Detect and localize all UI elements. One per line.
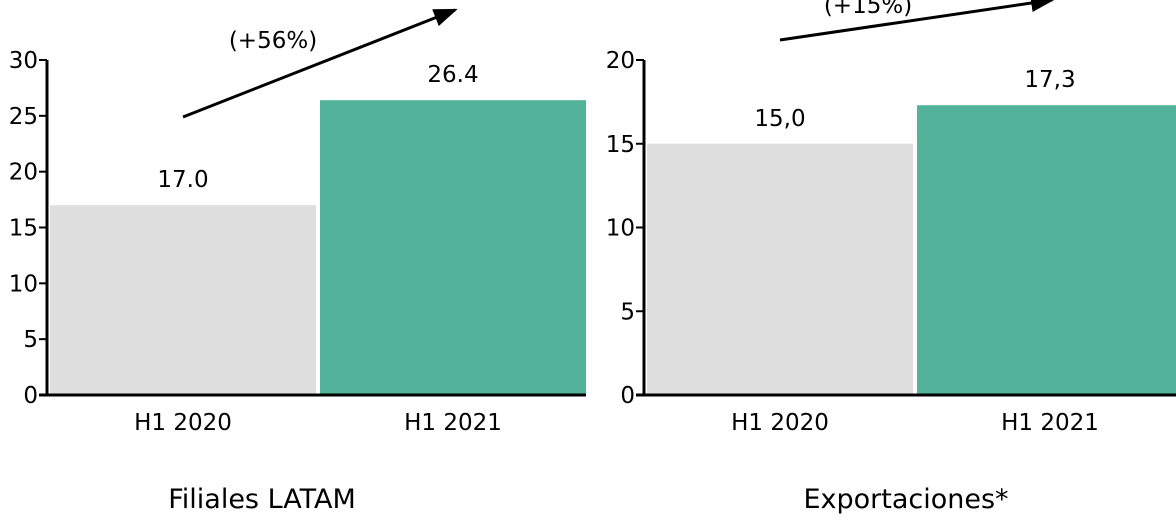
data-label: 15,0 [754, 106, 805, 132]
bar-h1-2020 [647, 143, 913, 395]
y-tick-label: 5 [620, 299, 635, 325]
y-tick-label: 20 [9, 160, 38, 186]
x-tick-label: H1 2021 [1001, 410, 1099, 436]
y-tick-label: 10 [606, 216, 635, 242]
growth-arrow [182, 8, 458, 119]
y-tick-label: 5 [23, 327, 38, 353]
y-tick-label: 0 [620, 383, 635, 409]
x-tick-label: H1 2021 [404, 410, 502, 436]
y-tick-label: 15 [606, 132, 635, 158]
data-label: 26.4 [427, 62, 478, 88]
bar-h1-2021 [917, 105, 1176, 395]
x-tick-label: H1 2020 [731, 410, 829, 436]
y-tick-label: 25 [9, 104, 38, 130]
y-tick-label: 20 [606, 48, 635, 74]
growth-annotation: (+56%) [229, 28, 317, 54]
data-label: 17,3 [1024, 67, 1075, 93]
chart-caption: Exportaciones* [803, 484, 1008, 515]
growth-arrow [779, 0, 1055, 42]
x-tick-label: H1 2020 [134, 410, 232, 436]
y-tick-label: 0 [23, 383, 38, 409]
chart-caption: Filiales LATAM [168, 484, 356, 515]
y-tick-label: 15 [9, 216, 38, 242]
bar-h1-2020 [50, 205, 316, 395]
y-tick-label: 30 [9, 48, 38, 74]
bar-h1-2021 [320, 100, 586, 395]
data-label: 17.0 [157, 167, 208, 193]
y-tick-label: 10 [9, 271, 38, 297]
growth-annotation: (+15%) [824, 0, 912, 19]
